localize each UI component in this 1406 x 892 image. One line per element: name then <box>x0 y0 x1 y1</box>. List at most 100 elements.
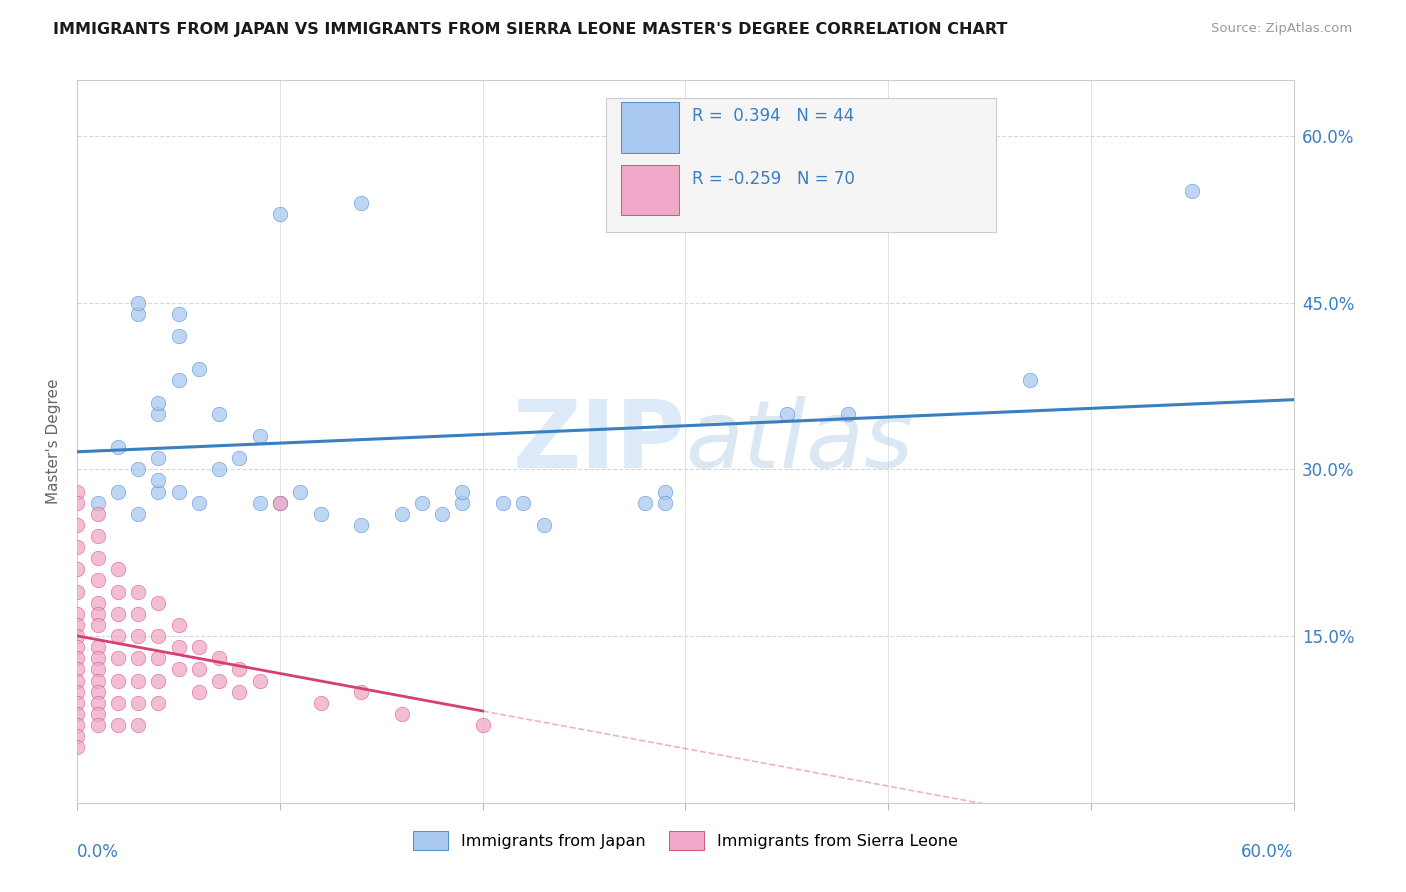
Point <box>66 706 89 721</box>
Point <box>127 584 149 599</box>
Text: R =  0.394   N = 44: R = 0.394 N = 44 <box>692 107 853 126</box>
Point <box>127 629 149 643</box>
Point <box>148 451 170 466</box>
Point <box>1019 373 1042 387</box>
Point <box>66 684 89 698</box>
Point <box>148 651 170 665</box>
Point <box>350 517 373 532</box>
Point <box>86 507 108 521</box>
Point <box>148 596 170 610</box>
Point <box>249 673 271 688</box>
Point <box>188 640 211 655</box>
Point <box>290 484 312 499</box>
Point <box>391 507 413 521</box>
Point <box>127 673 149 688</box>
Point <box>430 507 453 521</box>
Bar <box>621 102 679 153</box>
Point <box>1181 185 1204 199</box>
Point <box>512 496 534 510</box>
Point <box>66 496 89 510</box>
Point <box>127 507 149 521</box>
Point <box>148 474 170 488</box>
Point <box>776 407 799 421</box>
Point <box>451 484 474 499</box>
Text: IMMIGRANTS FROM JAPAN VS IMMIGRANTS FROM SIERRA LEONE MASTER'S DEGREE CORRELATIO: IMMIGRANTS FROM JAPAN VS IMMIGRANTS FROM… <box>53 22 1008 37</box>
Point <box>107 651 129 665</box>
Point <box>148 484 170 499</box>
Point <box>66 517 89 532</box>
Point <box>86 651 108 665</box>
Point <box>107 629 129 643</box>
Point <box>350 684 373 698</box>
Point <box>492 496 515 510</box>
Point <box>350 195 373 210</box>
Y-axis label: Master's Degree: Master's Degree <box>46 379 62 504</box>
Point <box>66 629 89 643</box>
Point <box>66 484 89 499</box>
Point <box>66 696 89 710</box>
Point <box>188 662 211 676</box>
Point <box>228 451 250 466</box>
Point <box>249 496 271 510</box>
Point <box>66 718 89 732</box>
Point <box>127 651 149 665</box>
Point <box>148 673 170 688</box>
Text: Source: ZipAtlas.com: Source: ZipAtlas.com <box>1212 22 1353 36</box>
FancyBboxPatch shape <box>606 98 995 232</box>
Text: 0.0%: 0.0% <box>77 843 120 861</box>
Point <box>148 629 170 643</box>
Point <box>66 673 89 688</box>
Point <box>86 673 108 688</box>
Point <box>309 696 332 710</box>
Point <box>208 651 231 665</box>
Point <box>66 584 89 599</box>
Bar <box>621 165 679 215</box>
Point <box>411 496 433 510</box>
Point <box>127 462 149 476</box>
Point <box>66 562 89 576</box>
Point <box>86 596 108 610</box>
Legend: Immigrants from Japan, Immigrants from Sierra Leone: Immigrants from Japan, Immigrants from S… <box>406 825 965 856</box>
Point <box>66 729 89 743</box>
Point <box>167 307 190 321</box>
Point <box>837 407 859 421</box>
Point <box>127 295 149 310</box>
Point <box>107 440 129 454</box>
Point <box>86 718 108 732</box>
Point <box>148 407 170 421</box>
Text: ZIP: ZIP <box>513 395 686 488</box>
Point <box>86 640 108 655</box>
Point <box>86 662 108 676</box>
Point <box>269 496 291 510</box>
Point <box>66 640 89 655</box>
Point <box>228 684 250 698</box>
Point <box>86 618 108 632</box>
Point <box>66 651 89 665</box>
Point <box>127 718 149 732</box>
Point <box>148 696 170 710</box>
Point <box>148 395 170 409</box>
Point <box>188 362 211 376</box>
Point <box>107 696 129 710</box>
Point <box>654 484 676 499</box>
Point <box>66 662 89 676</box>
Point <box>66 618 89 632</box>
Point <box>208 673 231 688</box>
Point <box>66 740 89 755</box>
Point <box>86 607 108 621</box>
Point <box>107 607 129 621</box>
Point <box>127 696 149 710</box>
Point <box>66 540 89 554</box>
Point <box>167 640 190 655</box>
Point <box>188 684 211 698</box>
Point <box>228 662 250 676</box>
Point <box>634 496 657 510</box>
Point <box>127 607 149 621</box>
Point <box>188 496 211 510</box>
Point <box>391 706 413 721</box>
Point <box>167 373 190 387</box>
Point <box>249 429 271 443</box>
Point <box>167 329 190 343</box>
Point <box>533 517 555 532</box>
Point <box>167 484 190 499</box>
